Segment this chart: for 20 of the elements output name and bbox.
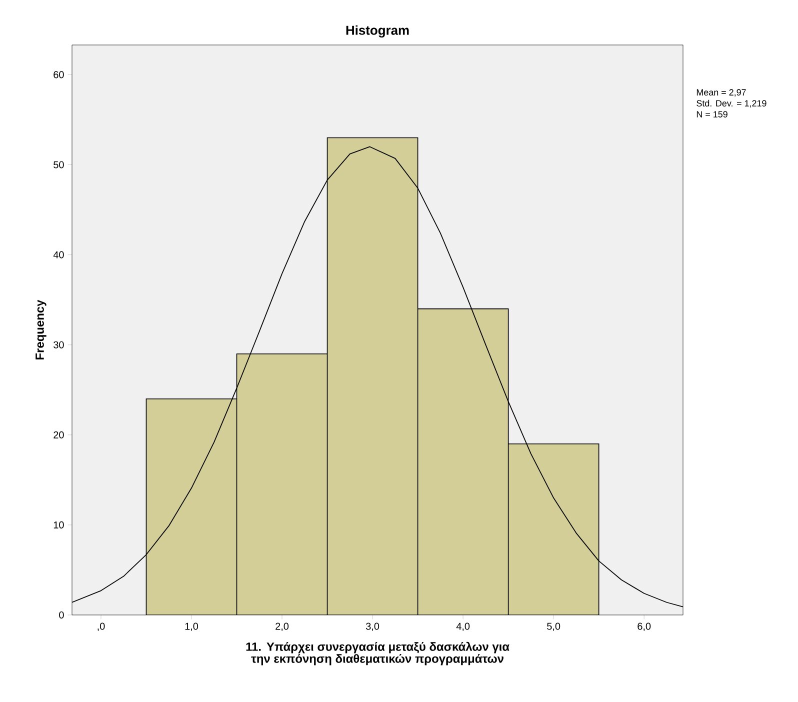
y-tick-label: 50 [54, 161, 64, 168]
y-tick-label: 10 [54, 521, 64, 528]
x-axis-title: 11. Υπάρχει συνεργασία μεταξύ δασκάλων για την εκπόνηση διαθεματικών προγραμμάτων [246, 642, 510, 666]
chart-title: Histogram [346, 25, 409, 38]
y-tick-label: 60 [54, 71, 64, 78]
y-axis-title: Frequency [36, 300, 46, 360]
text: Mean = 2,97 [696, 89, 746, 97]
text: Std. Dev. = 1,219 [696, 100, 766, 108]
x-tick-label: 5,0 [547, 622, 560, 631]
x-tick-label: 1,0 [185, 622, 198, 631]
text: N = 159 [696, 111, 728, 118]
x-tick-label: 3,0 [366, 622, 380, 631]
y-tick-label: 0 [59, 611, 64, 619]
x-tick-label: 2,0 [276, 622, 289, 631]
y-tick-label: 40 [53, 251, 64, 258]
x-tick-label: 6,0 [638, 622, 651, 631]
x-tick-label: ,0 [98, 622, 105, 631]
y-tick-label: 30 [54, 341, 64, 348]
y-tick-label: 20 [54, 431, 64, 438]
x-tick-label: 4,0 [456, 622, 470, 631]
